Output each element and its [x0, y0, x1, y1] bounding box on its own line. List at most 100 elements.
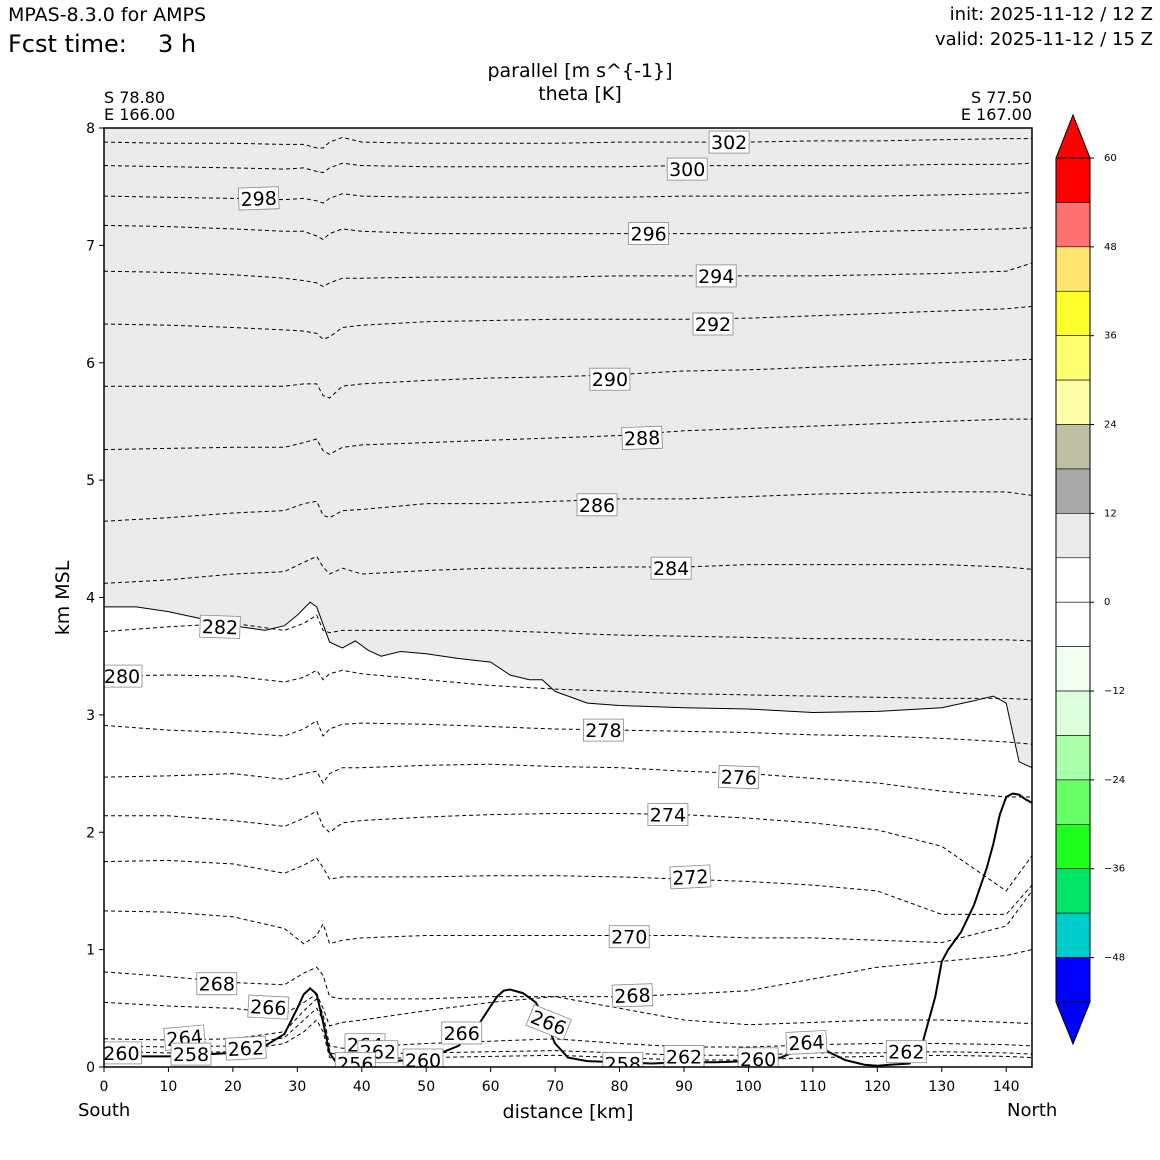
theta-label-group: 260 — [104, 1041, 142, 1065]
colorbar-tick-label: 36 — [1104, 331, 1117, 342]
theta-label-group: 302 — [708, 130, 750, 154]
y-tick-label: 4 — [86, 591, 95, 607]
colorbar-swatch — [1055, 601, 1091, 647]
theta-contour-268 — [104, 949, 1032, 1000]
theta-label-group: 260 — [402, 1048, 444, 1072]
theta-label: 298 — [240, 188, 277, 211]
theta-label: 284 — [653, 558, 689, 580]
theta-label: 260 — [405, 1050, 441, 1072]
theta-label: 272 — [672, 866, 709, 890]
colorbar-swatch — [1055, 957, 1091, 1003]
x-tick-label: 50 — [417, 1079, 435, 1095]
colorbar-swatch — [1055, 335, 1091, 381]
theta-label-group: 274 — [647, 803, 689, 827]
theta-label: 290 — [592, 369, 628, 391]
colorbar-swatch — [1055, 379, 1091, 425]
theta-contour-296 — [104, 224, 1032, 241]
colorbar-swatch — [1055, 735, 1091, 781]
theta-label: 262 — [888, 1042, 924, 1064]
theta-label: 264 — [788, 1031, 825, 1055]
y-tick-label: 6 — [86, 356, 95, 372]
theta-label-box — [104, 1041, 142, 1065]
theta-label-group: 266 — [247, 994, 290, 1020]
theta-label-box — [708, 130, 750, 154]
y-axis-label: km MSL — [52, 560, 74, 635]
theta-label: 262 — [666, 1046, 702, 1068]
theta-contour-298 — [104, 192, 1032, 204]
theta-label: 258 — [173, 1044, 209, 1066]
theta-label-group: 270 — [608, 925, 650, 949]
theta-contour-302 — [104, 136, 1032, 149]
theta-label-box — [885, 1040, 927, 1064]
theta-label: 266 — [527, 1006, 569, 1040]
x-tick-label: 40 — [353, 1079, 371, 1095]
theta-label-group: 296 — [628, 222, 669, 246]
theta-contour-294 — [104, 262, 1032, 288]
x-tick-label: 120 — [864, 1079, 891, 1095]
x-tick-label: 130 — [928, 1079, 955, 1095]
theta-label-group: 298 — [237, 186, 280, 211]
x-axis-label: distance [km] — [503, 1101, 634, 1123]
left-endpoint-latitude: S 78.80 — [104, 88, 166, 107]
colorbar: 60 48 36 24 12 0 −12 −24 −36 −48 — [1055, 113, 1125, 1046]
theta-label-group: 264 — [785, 1029, 828, 1055]
theta-label-box — [718, 764, 760, 790]
theta-contour-286 — [104, 491, 1032, 522]
theta-label: 296 — [630, 224, 666, 246]
theta-label: 260 — [740, 1049, 776, 1071]
colorbar-swatch — [1055, 646, 1091, 692]
x-tick-label: 60 — [482, 1079, 500, 1095]
theta-label-group: 266 — [525, 1004, 572, 1041]
theta-label: 300 — [669, 159, 705, 181]
theta-label-box — [237, 186, 280, 211]
theta-label-box — [737, 1047, 779, 1067]
theta-label-box — [602, 1052, 644, 1067]
theta-label-box — [334, 1052, 376, 1067]
theta-label-box — [525, 1004, 572, 1041]
x-tick-label: 140 — [993, 1079, 1020, 1095]
valid-time: valid: 2025-11-12 / 15 Z — [935, 29, 1153, 50]
right-endpoint-latitude: S 77.50 — [970, 88, 1032, 107]
theta-label-box — [666, 157, 708, 181]
theta-contour-270 — [104, 890, 1032, 945]
theta-label-box — [247, 994, 290, 1020]
theta-label-box — [621, 425, 663, 451]
theta-label: 292 — [695, 314, 731, 336]
theta-label: 256 — [337, 1054, 373, 1076]
theta-contour-288 — [104, 418, 1032, 455]
colorbar-tick-label: −12 — [1104, 686, 1125, 697]
y-tick-label: 0 — [86, 1060, 95, 1076]
theta-contour-292 — [104, 305, 1032, 340]
theta-label: 268 — [614, 985, 651, 1008]
theta-label-group: 276 — [718, 764, 760, 790]
init-time: init: 2025-11-12 / 12 Z — [949, 4, 1153, 25]
theta-label-box — [441, 1021, 483, 1045]
theta-label: 262 — [227, 1037, 264, 1061]
theta-label-group: 258 — [170, 1042, 212, 1066]
parallel-wind-contour — [104, 601, 1032, 769]
colorbar-swatch — [1055, 157, 1091, 203]
x-tick-label: 0 — [100, 1079, 109, 1095]
colorbar-tick-label: −36 — [1104, 864, 1125, 875]
colorbar-swatch — [1055, 779, 1091, 825]
theta-contour-280 — [104, 669, 1032, 701]
x-tick-label: 70 — [546, 1079, 564, 1095]
colorbar-top-extension — [1055, 113, 1091, 159]
theta-contour-262 — [104, 1007, 1032, 1056]
theta-label-group: 268 — [196, 972, 238, 996]
theta-contour-284 — [104, 555, 1032, 584]
theta-label-group: 262 — [885, 1040, 927, 1064]
plot-area: 302 300 298 296 294 292 290 288 286 284 282 280 278 2… — [104, 128, 1032, 1076]
theta-label-group: 290 — [589, 367, 631, 391]
colorbar-swatch — [1055, 513, 1091, 559]
forecast-time-label: Fcst time: — [8, 30, 127, 58]
x-tick-label: 10 — [160, 1079, 178, 1095]
colorbar-swatch — [1055, 868, 1091, 914]
theta-label-group: 278 — [583, 718, 624, 742]
theta-label-group: 284 — [650, 556, 692, 580]
colorbar-swatch — [1055, 824, 1091, 870]
forecast-time-value: 3 h — [158, 30, 197, 58]
x-tick-label: 20 — [224, 1079, 242, 1095]
x-tick-label: 110 — [800, 1079, 827, 1095]
